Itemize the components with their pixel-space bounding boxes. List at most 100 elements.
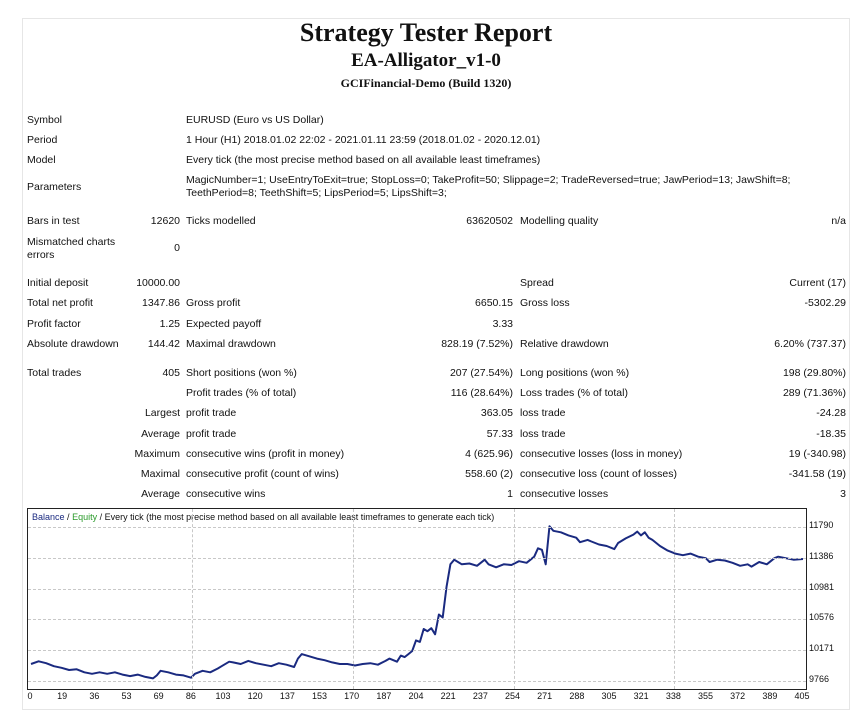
absdd-value: 144.42 — [147, 338, 180, 350]
ptrades-label: Profit trades (% of total) — [186, 387, 297, 399]
legend-equity: Equity — [72, 512, 98, 522]
long-label: Long positions (won %) — [520, 367, 630, 379]
model-label: Model — [27, 154, 56, 166]
parameters-value: MagicNumber=1; UseEntryToExit=true; Stop… — [186, 174, 791, 199]
max-cons-wins-value: 4 (625.96) — [465, 448, 513, 460]
chart-svg — [30, 525, 804, 680]
y-gridline — [28, 650, 806, 652]
grossloss-value: -5302.29 — [804, 297, 846, 309]
expected-value: 3.33 — [492, 318, 513, 330]
parameters-label: Parameters — [27, 181, 82, 193]
pf-value: 1.25 — [159, 318, 180, 330]
maximal-label: Maximal — [140, 468, 180, 480]
y-tick-label: 10576 — [809, 612, 835, 623]
x-tick-label: 237 — [472, 691, 488, 701]
period-label: Period — [27, 134, 58, 146]
x-tick-label: 137 — [279, 691, 295, 701]
x-tick-label: 69 — [153, 691, 164, 701]
ltrades-label: Loss trades (% of total) — [520, 387, 628, 399]
netprofit-value: 1347.86 — [142, 297, 180, 309]
x-tick-label: 288 — [569, 691, 585, 701]
avg-cons-wins-value: 1 — [507, 488, 513, 500]
average-loss-value: -18.35 — [816, 428, 846, 440]
balance-chart: Balance / Equity / Every tick (the most … — [27, 508, 849, 702]
spread-value: Current (17) — [789, 277, 846, 289]
ptrades-value: 116 (28.64%) — [450, 387, 513, 399]
period-value: 1 Hour (H1) 2018.01.02 22:02 - 2021.01.1… — [186, 134, 541, 146]
grossprofit-value: 6650.15 — [475, 297, 513, 309]
grossprofit-label: Gross profit — [186, 297, 241, 309]
netprofit-label: Total net profit — [27, 297, 93, 309]
ticks-value: 63620502 — [466, 215, 513, 227]
x-tick-label: 271 — [537, 691, 553, 701]
avg-cons-losses-value: 3 — [840, 488, 846, 500]
bars-value: 12620 — [150, 215, 180, 227]
quality-value: n/a — [831, 215, 846, 227]
x-tick-label: 153 — [311, 691, 328, 701]
mismatch-label: Mismatched charts errors — [27, 236, 116, 261]
long-value: 198 (29.80%) — [782, 367, 846, 379]
report-title: Strategy Tester Report — [299, 18, 553, 47]
report-frame — [22, 18, 850, 710]
x-gridline — [191, 509, 193, 689]
x-tick-label: 338 — [665, 691, 681, 701]
largest-loss-value: -24.28 — [816, 407, 846, 419]
x-tick-label: 204 — [408, 691, 424, 701]
average-profit-label: profit trade — [186, 428, 237, 440]
ticks-label: Ticks modelled — [186, 215, 256, 227]
y-tick-label: 11790 — [809, 520, 834, 530]
largest-label: Largest — [144, 407, 180, 419]
x-tick-label: 305 — [601, 691, 617, 701]
y-tick-label: 11386 — [809, 550, 834, 561]
x-tick-label: 389 — [762, 691, 778, 701]
largest-profit-value: 363.05 — [480, 407, 513, 419]
trades-value: 405 — [162, 367, 180, 379]
maximal-loss-label: consecutive loss (count of losses) — [520, 468, 677, 480]
x-tick-label: 321 — [633, 691, 649, 701]
legend-balance: Balance — [32, 512, 65, 522]
x-tick-label: 19 — [57, 691, 68, 701]
chart-legend: Balance / Equity / Every tick (the most … — [32, 512, 494, 522]
short-value: 207 (27.54%) — [449, 367, 513, 379]
spread-label: Spread — [520, 277, 554, 289]
largest-profit-label: profit trade — [186, 407, 237, 419]
x-tick-label: 254 — [504, 691, 521, 701]
absdd-label: Absolute drawdown — [27, 338, 119, 350]
y-gridline — [28, 588, 806, 590]
short-label: Short positions (won %) — [186, 367, 297, 379]
x-tick-label: 36 — [89, 691, 100, 701]
model-value: Every tick (the most precise method base… — [186, 154, 541, 166]
pf-label: Profit factor — [27, 318, 81, 330]
average-label: Average — [141, 428, 180, 440]
y-gridline — [28, 527, 806, 528]
grossloss-label: Gross loss — [520, 297, 570, 309]
maximal-profit-label: consecutive profit (count of wins) — [186, 468, 339, 480]
y-gridline — [28, 557, 806, 559]
max-cons-losses-value: 19 (-340.98) — [788, 448, 846, 460]
y-tick-label: 9766 — [809, 674, 830, 684]
average-loss-label: loss trade — [520, 428, 566, 440]
x-tick-label: 221 — [440, 691, 456, 701]
deposit-label: Initial deposit — [27, 277, 89, 289]
maximum-label: Maximum — [134, 448, 180, 460]
x-tick-label: 103 — [215, 691, 231, 701]
ea-name: EA-Alligator_v1-0 — [351, 50, 501, 71]
y-tick-label: 10981 — [809, 581, 835, 592]
avg-cons-losses-label: consecutive losses — [520, 488, 609, 500]
expected-label: Expected payoff — [186, 318, 262, 330]
average-profit-value: 57.33 — [486, 428, 513, 440]
ltrades-value: 289 (71.36%) — [782, 387, 846, 399]
x-gridline — [674, 509, 676, 689]
largest-loss-label: loss trade — [520, 407, 566, 419]
maxdd-value: 828.19 (7.52%) — [441, 338, 513, 350]
reldd-label: Relative drawdown — [520, 338, 609, 350]
x-tick-label: 120 — [247, 691, 263, 701]
y-tick-label: 10171 — [809, 643, 835, 654]
x-gridline — [352, 509, 354, 689]
y-gridline — [28, 681, 806, 682]
bars-label: Bars in test — [27, 215, 80, 227]
maximal-loss-value: -341.58 (19) — [788, 468, 846, 480]
x-tick-label: 170 — [344, 691, 360, 701]
trades-label: Total trades — [27, 367, 82, 379]
symbol-value: EURUSD (Euro vs US Dollar) — [186, 114, 324, 126]
